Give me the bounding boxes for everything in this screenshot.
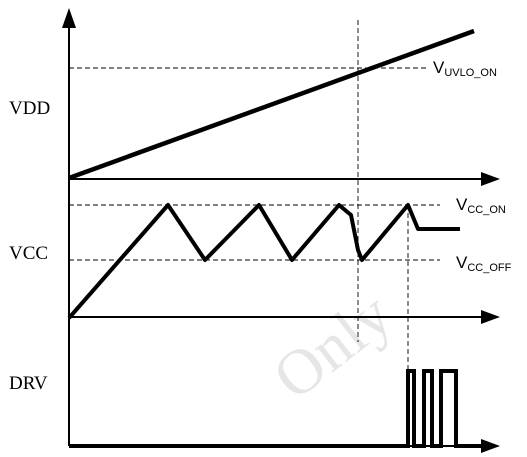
vcc-trace (67, 203, 460, 320)
drv-trace (69, 369, 484, 448)
watermark: Only (260, 278, 405, 413)
threshold-label-uvlo-on: VUVLO_ON (433, 58, 497, 79)
signal-label-vcc: VCC (9, 243, 48, 264)
threshold-label-vcc-on: VCC_ON (456, 195, 506, 216)
signal-label-drv: DRV (9, 373, 48, 394)
y-axis-arrowhead (62, 8, 76, 28)
signal-label-vdd: VDD (9, 98, 50, 119)
time-axis-vcc (69, 310, 500, 324)
time-axis-vdd (69, 172, 500, 186)
vdd-trace (68, 28, 475, 181)
threshold-label-vcc-off: VCC_OFF (456, 253, 512, 274)
